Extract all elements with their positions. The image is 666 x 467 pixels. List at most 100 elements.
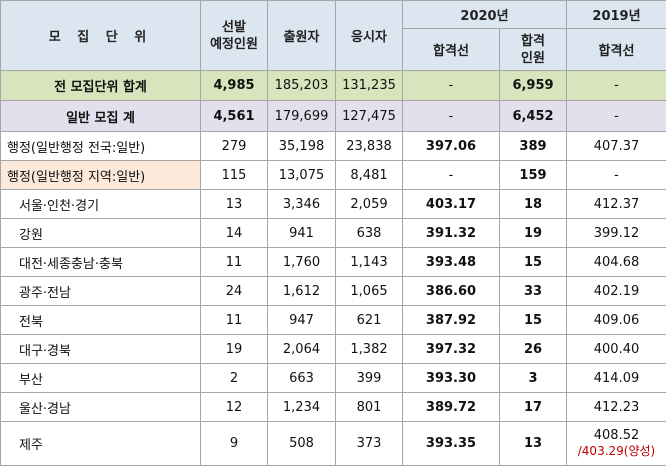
cell-test-takers: 1,065 [335, 276, 403, 306]
header-planned-label: 선발 예정인원 [210, 19, 258, 52]
cell-passers-2020: 18 [499, 189, 567, 219]
cell-cutoff-2020: 403.17 [402, 189, 500, 219]
row-name: 행정(일반행정 지역:일반) [0, 160, 201, 190]
row-name: 대구·경북 [0, 334, 201, 364]
cell-applicants: 1,760 [267, 247, 336, 277]
cell-planned: 12 [200, 392, 268, 422]
cell-applicants: 947 [267, 305, 336, 335]
header-passers-2020: 합격 인원 [499, 28, 567, 71]
cell-planned: 2 [200, 363, 268, 393]
row-name: 광주·전남 [0, 276, 201, 306]
table-row: 서울·인천·경기 13 3,346 2,059 403.17 18 412.37 [0, 189, 666, 219]
cell-cutoff-2020: 393.30 [402, 363, 500, 393]
row-name: 전북 [0, 305, 201, 335]
header-unit: 모 집 단 위 [0, 0, 201, 71]
cell-cutoff-2019: - [566, 70, 666, 101]
cell-test-takers: 127,475 [335, 100, 403, 132]
cell-cutoff-2020: 386.60 [402, 276, 500, 306]
header-planned: 선발 예정인원 [200, 0, 268, 71]
row-name: 대전·세종충남·충북 [0, 247, 201, 277]
cell-passers-2020: 19 [499, 218, 567, 248]
cell-passers-2020: 6,452 [499, 100, 567, 132]
header-test-takers: 응시자 [335, 0, 403, 71]
cell-cutoff-2019: 414.09 [566, 363, 666, 393]
cell-test-takers: 23,838 [335, 131, 403, 161]
cell-applicants: 508 [267, 421, 336, 466]
cell-applicants: 185,203 [267, 70, 336, 101]
cell-passers-2020: 33 [499, 276, 567, 306]
table-row-general: 일반 모집 계 4,561 179,699 127,475 - 6,452 - [0, 100, 666, 132]
cell-applicants: 1,234 [267, 392, 336, 422]
cell-planned: 4,561 [200, 100, 268, 132]
cell-planned: 4,985 [200, 70, 268, 101]
table-row: 전북 11 947 621 387.92 15 409.06 [0, 305, 666, 335]
cell-cutoff-2019: - [566, 160, 666, 190]
cell-planned: 11 [200, 305, 268, 335]
table-row: 울산·경남 12 1,234 801 389.72 17 412.23 [0, 392, 666, 422]
cell-cutoff-2019: 400.40 [566, 334, 666, 364]
table-row-regional: 행정(일반행정 지역:일반) 115 13,075 8,481 - 159 - [0, 160, 666, 190]
cell-planned: 115 [200, 160, 268, 190]
cell-cutoff-2020: 393.35 [402, 421, 500, 466]
cell-passers-2020: 17 [499, 392, 567, 422]
row-name: 서울·인천·경기 [0, 189, 201, 219]
cell-test-takers: 638 [335, 218, 403, 248]
row-name: 일반 모집 계 [0, 100, 201, 132]
cell-applicants: 13,075 [267, 160, 336, 190]
cell-applicants: 663 [267, 363, 336, 393]
cell-applicants: 941 [267, 218, 336, 248]
cell-cutoff-2020: 397.32 [402, 334, 500, 364]
header-unit-label: 모 집 단 위 [48, 30, 153, 45]
cell-passers-2020: 6,959 [499, 70, 567, 101]
cell-applicants: 3,346 [267, 189, 336, 219]
header-cutoff-2019: 합격선 [566, 28, 666, 71]
cell-cutoff-2020: 397.06 [402, 131, 500, 161]
cell-test-takers: 8,481 [335, 160, 403, 190]
cell-passers-2020: 159 [499, 160, 567, 190]
cell-applicants: 1,612 [267, 276, 336, 306]
cell-planned: 13 [200, 189, 268, 219]
cell-test-takers: 399 [335, 363, 403, 393]
cell-planned: 279 [200, 131, 268, 161]
cell-test-takers: 621 [335, 305, 403, 335]
cell-cutoff-2019: 404.68 [566, 247, 666, 277]
table-row-total: 전 모집단위 합계 4,985 185,203 131,235 - 6,959 … [0, 70, 666, 101]
cell-cutoff-2020: - [402, 160, 500, 190]
cell-planned: 9 [200, 421, 268, 466]
row-name: 행정(일반행정 전국:일반) [0, 131, 201, 161]
table-row: 행정(일반행정 전국:일반) 279 35,198 23,838 397.06 … [0, 131, 666, 161]
cell-cutoff-2020: 391.32 [402, 218, 500, 248]
cell-applicants: 35,198 [267, 131, 336, 161]
row-name: 울산·경남 [0, 392, 201, 422]
cell-test-takers: 1,143 [335, 247, 403, 277]
cell-passers-2020: 13 [499, 421, 567, 466]
header-cutoff-2020: 합격선 [402, 28, 500, 71]
cell-cutoff-2020: 389.72 [402, 392, 500, 422]
table-row: 강원 14 941 638 391.32 19 399.12 [0, 218, 666, 248]
cell-passers-2020: 389 [499, 131, 567, 161]
cutoff-2019-note: /403.29(양성) [577, 444, 656, 458]
cell-test-takers: 2,059 [335, 189, 403, 219]
cell-cutoff-2019: 408.52 /403.29(양성) [566, 421, 666, 466]
cell-passers-2020: 15 [499, 305, 567, 335]
cell-cutoff-2020: 393.48 [402, 247, 500, 277]
cell-cutoff-2019: 399.12 [566, 218, 666, 248]
row-name: 전 모집단위 합계 [0, 70, 201, 101]
cell-cutoff-2019: 409.06 [566, 305, 666, 335]
cell-planned: 11 [200, 247, 268, 277]
cell-applicants: 2,064 [267, 334, 336, 364]
header-year-2019: 2019년 [566, 0, 666, 29]
table-row: 광주·전남 24 1,612 1,065 386.60 33 402.19 [0, 276, 666, 306]
cell-cutoff-2019: 407.37 [566, 131, 666, 161]
cell-passers-2020: 3 [499, 363, 567, 393]
cell-test-takers: 1,382 [335, 334, 403, 364]
cell-planned: 24 [200, 276, 268, 306]
table-row: 대전·세종충남·충북 11 1,760 1,143 393.48 15 404.… [0, 247, 666, 277]
table-row: 제주 9 508 373 393.35 13 408.52 /403.29(양성… [0, 421, 666, 466]
row-name: 부산 [0, 363, 201, 393]
table-row: 대구·경북 19 2,064 1,382 397.32 26 400.40 [0, 334, 666, 364]
header-passers-label: 합격 인원 [521, 33, 545, 66]
cutoff-2019-value: 408.52 [593, 428, 640, 443]
